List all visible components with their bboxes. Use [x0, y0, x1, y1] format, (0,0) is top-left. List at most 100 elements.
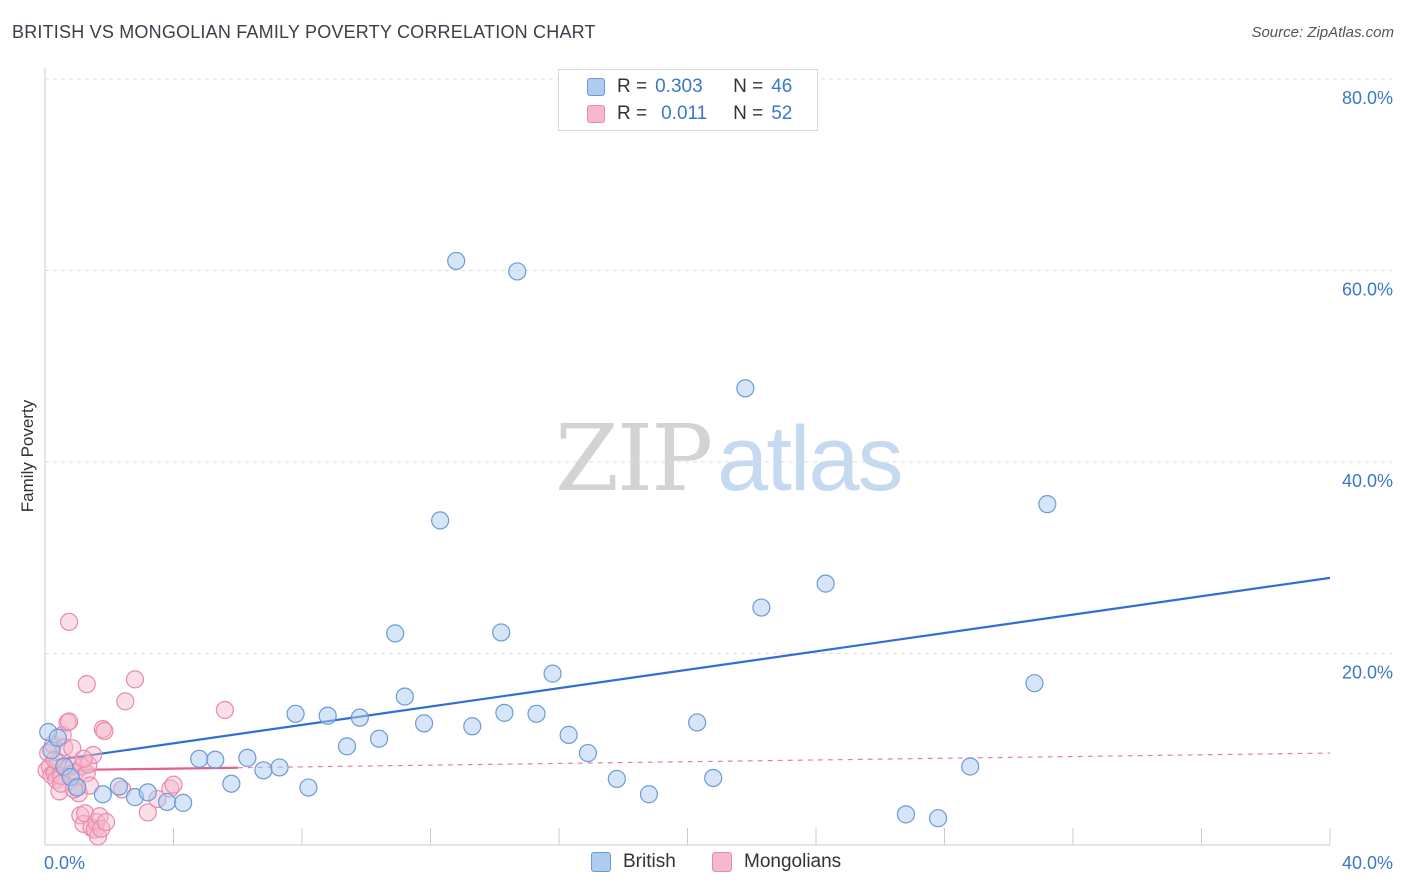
- british-point: [386, 624, 405, 643]
- mongolian-trend-line-solid: [44, 766, 238, 772]
- mongolian-point: [164, 775, 183, 794]
- british-point: [495, 703, 514, 722]
- british-legend-label: British: [623, 851, 676, 872]
- british-point: [463, 717, 482, 736]
- y-tick-label: 20.0%: [1342, 663, 1393, 683]
- y-tick-label: 60.0%: [1342, 280, 1393, 300]
- source-label: Source: ZipAtlas.com: [1251, 24, 1394, 41]
- british-point: [337, 737, 357, 756]
- british-point: [543, 664, 562, 683]
- british-point: [578, 743, 598, 763]
- british-point: [1025, 674, 1044, 693]
- british-point: [559, 725, 578, 744]
- mongolian-point: [125, 670, 145, 689]
- mongolian-r-label: R =: [617, 103, 648, 124]
- british-point: [688, 713, 707, 732]
- british-point: [508, 262, 527, 281]
- british-point: [190, 749, 209, 768]
- legend-row-british: R = 0.303 N = 46: [587, 75, 792, 99]
- mongolian-point: [50, 782, 69, 801]
- grid-lines: [45, 78, 1392, 654]
- british-point: [816, 574, 835, 593]
- british-point: [206, 750, 225, 769]
- british-point: [270, 758, 289, 777]
- british-point: [736, 379, 755, 398]
- mongolian-trend-line-dashed: [237, 752, 1331, 769]
- british-point: [447, 251, 466, 271]
- correlation-legend: R = 0.303 N = 46 R = 0.011 N = 52: [558, 69, 818, 131]
- british-point: [48, 728, 67, 747]
- mongolian-point: [138, 803, 157, 822]
- british-point: [138, 783, 157, 802]
- mongolian-point: [215, 700, 234, 720]
- british-legend-swatch: [591, 852, 611, 872]
- mongolian-point: [95, 721, 114, 741]
- british-r-value: 0.303: [655, 76, 703, 97]
- mongolian-point: [116, 692, 135, 711]
- british-point: [254, 761, 273, 780]
- british-point: [896, 805, 916, 824]
- series-british-points: [39, 251, 1057, 828]
- british-point: [395, 687, 414, 706]
- british-point: [928, 809, 948, 828]
- british-swatch: [587, 78, 605, 96]
- watermark-zip: ZIP: [555, 405, 713, 512]
- british-point: [157, 792, 177, 812]
- mongolian-legend-label: Mongolians: [744, 851, 842, 872]
- trend-lines: [44, 576, 1331, 772]
- mongolian-legend-swatch: [712, 852, 732, 872]
- watermark: ZIPatlas: [555, 405, 904, 512]
- mongolian-point: [58, 713, 77, 732]
- series-legend: British Mongolians: [0, 851, 1406, 877]
- legend-item-mongolians: Mongolians: [712, 851, 841, 873]
- british-point: [752, 598, 771, 617]
- legend-row-mongolians: R = 0.011 N = 52: [587, 102, 792, 126]
- british-point: [299, 778, 318, 797]
- x-tick-label: 40.0%: [1342, 853, 1393, 873]
- british-point: [607, 769, 626, 789]
- legend-item-british: British: [591, 851, 676, 873]
- british-n-label: N =: [733, 76, 764, 97]
- mongolian-point: [59, 712, 79, 731]
- tick-labels: 20.0% 40.0% 60.0% 80.0% 0.0% 40.0%: [44, 88, 1393, 873]
- british-point: [222, 774, 241, 793]
- mongolian-point: [59, 612, 79, 632]
- british-point: [431, 511, 450, 530]
- british-point: [286, 704, 305, 723]
- mongolian-point: [96, 812, 116, 832]
- watermark-atlas: atlas: [717, 408, 903, 510]
- british-point: [68, 778, 87, 797]
- british-point: [238, 748, 257, 767]
- mongolian-point: [79, 755, 98, 774]
- british-point: [492, 623, 511, 642]
- british-point: [93, 785, 112, 804]
- x-tick-label: 0.0%: [44, 853, 85, 873]
- british-r-label: R =: [617, 76, 648, 97]
- british-point: [1038, 495, 1057, 514]
- british-trend-line: [44, 576, 1331, 763]
- british-point: [527, 704, 546, 723]
- british-point: [370, 729, 389, 748]
- mongolian-point: [74, 749, 93, 768]
- mongolian-swatch: [587, 105, 605, 123]
- y-tick-label: 80.0%: [1342, 88, 1393, 108]
- british-point: [109, 777, 128, 796]
- british-point: [961, 757, 980, 776]
- mongolian-point: [77, 675, 96, 694]
- british-n-value: 46: [771, 76, 793, 97]
- british-point: [318, 706, 337, 725]
- y-tick-label: 40.0%: [1342, 471, 1393, 491]
- chart-title: BRITISH VS MONGOLIAN FAMILY POVERTY CORR…: [12, 22, 596, 42]
- british-point: [704, 768, 723, 788]
- mongolian-point: [84, 745, 103, 765]
- mongolian-r-value: 0.011: [661, 103, 708, 124]
- axes: [44, 68, 1331, 846]
- british-point: [639, 785, 659, 804]
- british-point: [414, 714, 434, 733]
- mongolian-n-value: 52: [771, 103, 793, 124]
- british-point: [350, 708, 369, 727]
- series-mongolians-points: [37, 612, 234, 846]
- mongolian-n-label: N =: [733, 103, 764, 124]
- british-point: [174, 793, 193, 812]
